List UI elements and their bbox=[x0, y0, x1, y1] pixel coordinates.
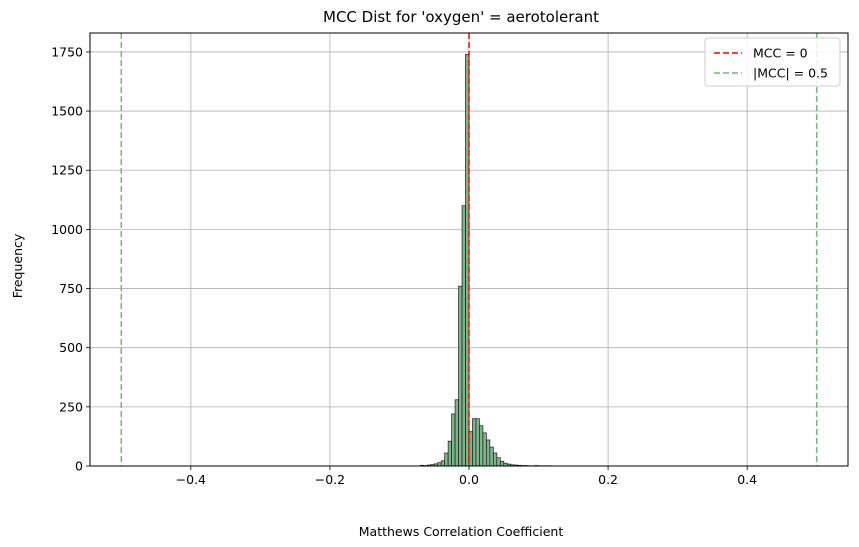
x-axis-ticks: −0.4 −0.2 0.0 0.2 0.4 bbox=[176, 466, 757, 487]
y-tick-label: 1000 bbox=[51, 222, 83, 237]
y-tick-label: 1750 bbox=[51, 44, 83, 59]
legend: MCC = 0 |MCC| = 0.5 bbox=[704, 37, 841, 87]
y-tick-label: 0 bbox=[75, 459, 83, 474]
legend-label: |MCC| = 0.5 bbox=[753, 66, 828, 81]
y-tick-label: 1500 bbox=[51, 104, 83, 119]
histogram-bar bbox=[479, 425, 484, 467]
y-tick-label: 500 bbox=[59, 340, 83, 355]
histogram-bar bbox=[461, 205, 466, 467]
x-tick-label: −0.2 bbox=[315, 472, 345, 487]
chart-title: MCC Dist for 'oxygen' = aerotolerant bbox=[323, 8, 599, 26]
histogram-bar bbox=[482, 432, 487, 467]
histogram-bar bbox=[496, 457, 501, 467]
histogram-bar bbox=[451, 413, 456, 467]
reference-lines bbox=[120, 33, 818, 466]
histogram-bars bbox=[419, 53, 553, 467]
x-tick-label: 0.0 bbox=[459, 472, 479, 487]
y-tick-label: 750 bbox=[59, 281, 83, 296]
histogram-bar bbox=[472, 418, 477, 467]
histogram-bar bbox=[458, 285, 463, 467]
histogram-bar bbox=[492, 452, 498, 467]
x-axis-label: Matthews Correlation Coefficient bbox=[359, 524, 564, 539]
x-tick-label: 0.4 bbox=[737, 472, 757, 487]
histogram-bar bbox=[447, 440, 452, 467]
legend-box bbox=[704, 37, 841, 87]
legend-label: MCC = 0 bbox=[753, 46, 808, 61]
histogram-bar bbox=[440, 460, 446, 467]
histogram-bar bbox=[486, 439, 491, 467]
histogram-bar bbox=[489, 446, 494, 467]
histogram-bar bbox=[475, 418, 480, 467]
y-tick-label: 250 bbox=[59, 399, 83, 414]
histogram-bar bbox=[444, 452, 449, 467]
y-tick-label: 1250 bbox=[51, 163, 83, 178]
x-tick-label: −0.4 bbox=[176, 472, 206, 487]
y-axis-label: Frequency bbox=[10, 233, 25, 298]
histogram-bar bbox=[499, 460, 505, 467]
y-axis-ticks: 0 250 500 750 1000 1250 1500 1750 bbox=[51, 44, 90, 474]
x-tick-label: 0.2 bbox=[598, 472, 618, 487]
histogram-bar bbox=[454, 399, 459, 467]
